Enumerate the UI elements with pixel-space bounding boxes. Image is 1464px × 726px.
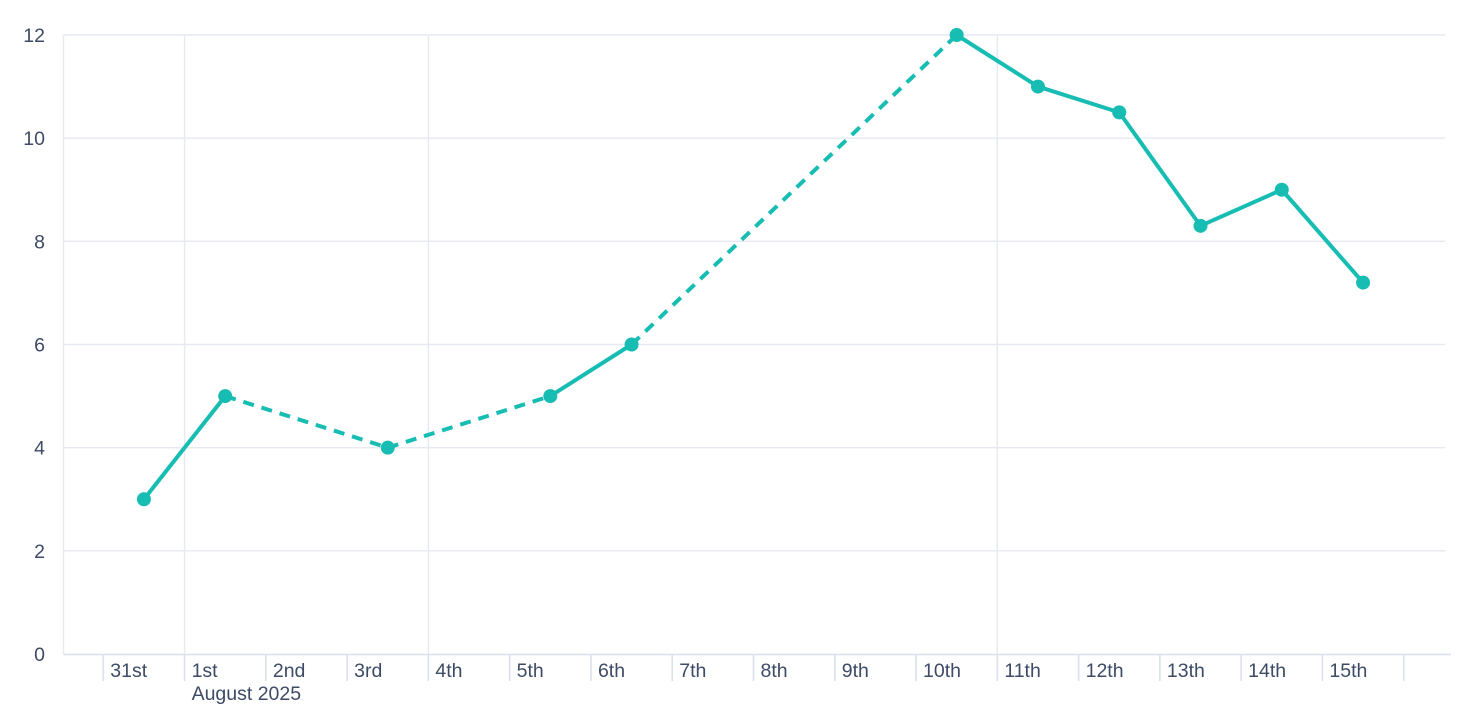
y-tick-label: 12 <box>23 25 45 47</box>
series-segment-solid <box>954 33 1040 89</box>
x-tick-label: 12th <box>1086 660 1124 682</box>
series-segment-solid <box>1279 187 1366 285</box>
x-tick-label: 4th <box>435 660 462 682</box>
x-tick-label: 10th <box>923 660 961 682</box>
y-tick-label: 6 <box>34 335 45 357</box>
y-tick-label: 2 <box>34 541 45 563</box>
x-tick-label: 8th <box>761 660 788 682</box>
series-segment-solid <box>1035 84 1122 115</box>
data-point-marker[interactable] <box>380 440 395 455</box>
data-point-marker[interactable] <box>624 337 639 352</box>
x-tick-label: 5th <box>517 660 544 682</box>
series-segment-dashed <box>224 394 389 450</box>
y-tick-label: 4 <box>34 438 45 460</box>
x-axis-month-label: August 2025 <box>192 683 302 705</box>
x-tick-label: 6th <box>598 660 625 682</box>
x-tick-label: 7th <box>679 660 706 682</box>
x-tick-label: 11th <box>1004 660 1041 682</box>
data-point-marker[interactable] <box>1030 79 1045 94</box>
x-tick-label: 15th <box>1329 660 1367 682</box>
y-tick-label: 8 <box>34 231 45 253</box>
series-segment-solid <box>141 394 228 502</box>
x-tick-label: 31st <box>110 660 147 682</box>
x-tick-label: 1st <box>192 660 219 682</box>
series-segment-solid <box>1117 110 1203 228</box>
x-tick-label: 13th <box>1167 660 1205 682</box>
data-point-marker[interactable] <box>1193 218 1208 233</box>
series-segment-dashed <box>387 394 551 450</box>
data-point-marker[interactable] <box>1112 105 1127 120</box>
y-tick-label: 0 <box>34 644 45 666</box>
series-segment-solid <box>1198 187 1284 228</box>
x-tick-label: 14th <box>1248 660 1286 682</box>
y-tick-label: 10 <box>23 128 45 150</box>
data-point-marker[interactable] <box>1356 275 1371 290</box>
x-tick-label: 9th <box>842 660 869 682</box>
data-point-marker[interactable] <box>136 492 151 507</box>
series-segment-solid <box>548 342 634 399</box>
x-tick-label: 3rd <box>354 660 382 682</box>
series-segment-dashed <box>630 33 959 346</box>
data-point-marker[interactable] <box>949 28 964 42</box>
x-tick-label: 2nd <box>273 660 306 682</box>
data-point-marker[interactable] <box>1274 182 1289 197</box>
data-point-marker[interactable] <box>218 389 233 404</box>
data-point-marker[interactable] <box>543 389 558 404</box>
